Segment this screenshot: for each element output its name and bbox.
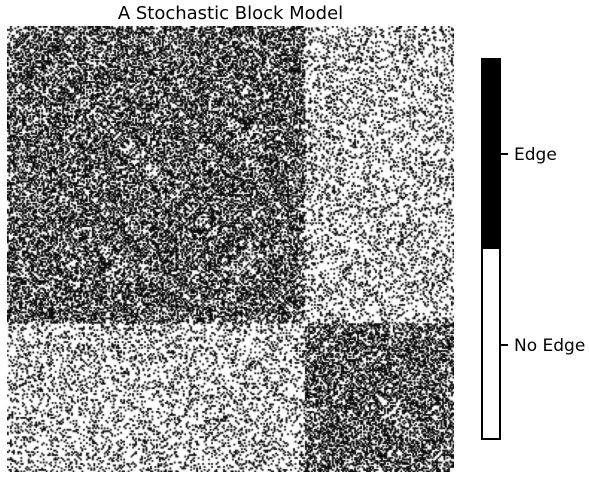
adjacency-heatmap — [7, 26, 454, 472]
colorbar-label-edge: Edge — [514, 145, 557, 165]
chart-title: A Stochastic Block Model — [117, 3, 344, 24]
colorbar-frame — [481, 58, 501, 440]
colorbar-no-edge-segment — [482, 249, 500, 439]
colorbar-label-no-edge: No Edge — [514, 336, 586, 356]
colorbar-edge-segment — [482, 59, 500, 249]
colorbar — [481, 58, 508, 440]
